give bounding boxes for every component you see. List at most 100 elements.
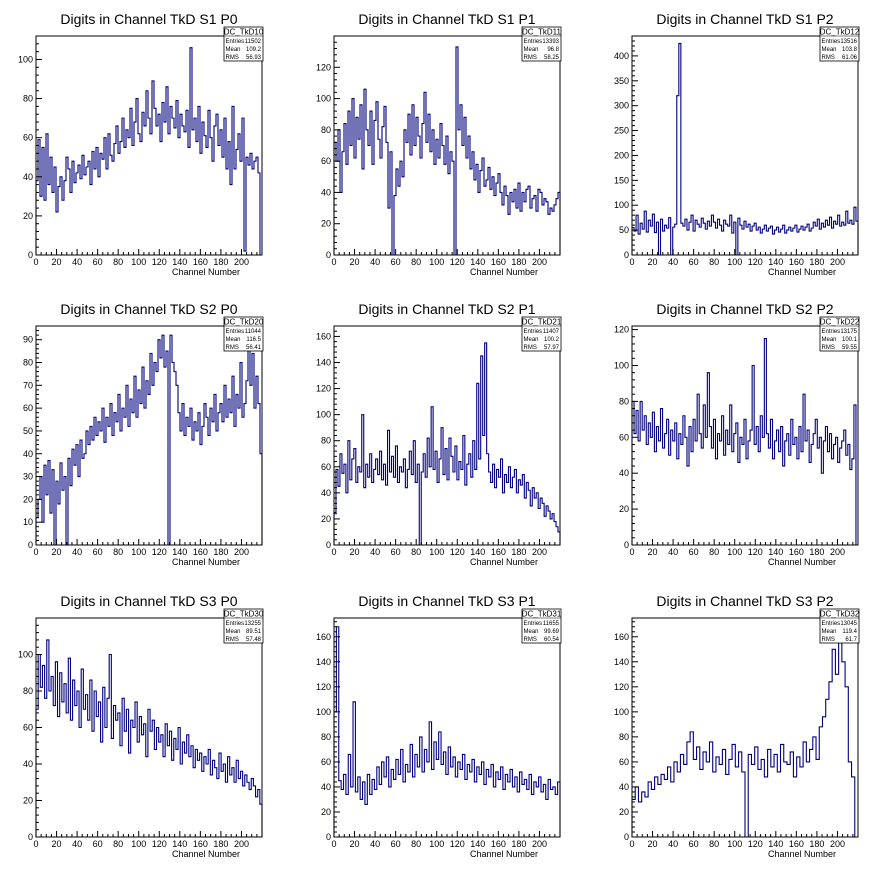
x-tick-label: 20 xyxy=(648,257,658,267)
stats-name: DC_TkD30 xyxy=(224,610,264,619)
y-tick-label: 140 xyxy=(614,657,629,667)
x-tick-label: 40 xyxy=(668,839,678,849)
stats-rms-value: 57.97 xyxy=(544,345,560,351)
x-tick-label: 40 xyxy=(370,547,380,557)
y-tick-label: 60 xyxy=(23,403,33,413)
x-tick-label: 100 xyxy=(131,547,146,557)
y-tick-label: 60 xyxy=(619,757,629,767)
stats-entries-label: Entries xyxy=(226,621,245,627)
stats-rms-value: 58.25 xyxy=(544,55,560,61)
y-tick-label: 160 xyxy=(614,632,629,642)
y-tick-label: 60 xyxy=(23,723,33,733)
x-tick-label: 120 xyxy=(748,547,763,557)
y-tick-label: 120 xyxy=(614,325,629,335)
y-tick-label: 20 xyxy=(619,504,629,514)
stats-mean-label: Mean xyxy=(524,629,539,635)
x-tick-label: 0 xyxy=(331,257,336,267)
stats-rms-label: RMS xyxy=(226,345,239,351)
x-tick-label: 20 xyxy=(52,257,62,267)
x-tick-label: 80 xyxy=(709,547,719,557)
y-tick-label: 50 xyxy=(23,426,33,436)
y-tick-label: 80 xyxy=(23,358,33,368)
stats-entries-label: Entries xyxy=(524,329,543,335)
x-tick-label: 180 xyxy=(809,839,824,849)
x-tick-label: 140 xyxy=(172,257,187,267)
x-tick-label: 60 xyxy=(689,547,699,557)
y-tick-label: 80 xyxy=(23,94,33,104)
histogram-panel-5: Digits in Channel TkD S2 P1 0 20 40 60 80 100 1… xyxy=(316,301,562,567)
stats-entries-value: 11502 xyxy=(245,39,262,45)
x-tick-label: 120 xyxy=(748,839,763,849)
x-tick-label: 0 xyxy=(33,547,38,557)
x-tick-label: 200 xyxy=(234,839,249,849)
stats-mean-label: Mean xyxy=(822,629,837,635)
x-tick-label: 160 xyxy=(491,257,506,267)
stats-rms-label: RMS xyxy=(226,637,239,643)
y-tick-label: 250 xyxy=(614,126,629,136)
histogram-panel-3: Digits in Channel TkD S1 P2 0 20 40 60 80 100 1… xyxy=(614,11,860,277)
chart-title: Digits in Channel TkD S2 P2 xyxy=(656,301,833,317)
y-tick-label: 80 xyxy=(619,732,629,742)
y-tick-label: 100 xyxy=(614,360,629,370)
histogram-panel-8: Digits in Channel TkD S3 P1 0 20 40 60 80 100 1… xyxy=(316,593,562,859)
stats-entries-value: 13045 xyxy=(840,621,857,627)
histogram-line xyxy=(35,639,263,837)
stats-entries-label: Entries xyxy=(226,329,245,335)
x-tick-label: 20 xyxy=(350,547,360,557)
y-tick-label: 40 xyxy=(321,187,331,197)
y-tick-label: 40 xyxy=(23,172,33,182)
stats-mean-value: 99.69 xyxy=(544,629,560,635)
x-tick-label: 140 xyxy=(172,839,187,849)
y-tick-label: 0 xyxy=(624,250,629,260)
stats-entries-value: 13393 xyxy=(542,39,559,45)
x-tick-label: 0 xyxy=(33,257,38,267)
stats-entries-label: Entries xyxy=(822,329,841,335)
x-tick-label: 120 xyxy=(748,257,763,267)
x-tick-label: 40 xyxy=(72,839,82,849)
x-tick-label: 60 xyxy=(689,839,699,849)
x-tick-label: 100 xyxy=(429,839,444,849)
x-tick-label: 0 xyxy=(629,547,634,557)
y-tick-label: 100 xyxy=(18,650,33,660)
stats-box: DC_TkD31 Entries 11655 Mean 99.69 RMS 60.54 xyxy=(521,608,562,644)
stats-mean-value: 100.2 xyxy=(544,337,560,343)
y-tick-label: 80 xyxy=(321,732,331,742)
x-tick-label: 140 xyxy=(470,547,485,557)
histogram-panel-9: Digits in Channel TkD S3 P2 0 20 40 60 80 100 1… xyxy=(614,593,860,859)
x-tick-label: 200 xyxy=(532,839,547,849)
y-tick-label: 20 xyxy=(23,211,33,221)
stats-box-frame xyxy=(223,608,264,644)
stats-entries-label: Entries xyxy=(822,621,841,627)
x-tick-label: 0 xyxy=(331,839,336,849)
y-tick-label: 300 xyxy=(614,101,629,111)
x-tick-label: 60 xyxy=(391,547,401,557)
x-tick-label: 160 xyxy=(789,257,804,267)
stats-name: DC_TkD10 xyxy=(224,28,264,37)
stats-rms-label: RMS xyxy=(226,55,239,61)
stats-mean-value: 109.2 xyxy=(246,47,262,53)
stats-name: DC_TkD20 xyxy=(224,318,264,327)
y-tick-label: 350 xyxy=(614,76,629,86)
stats-mean-label: Mean xyxy=(822,47,837,53)
y-tick-label: 100 xyxy=(614,200,629,210)
x-tick-label: 100 xyxy=(727,839,742,849)
x-tick-label: 180 xyxy=(213,547,228,557)
y-tick-label: 20 xyxy=(321,807,331,817)
x-tick-label: 160 xyxy=(193,547,208,557)
x-tick-label: 80 xyxy=(709,257,719,267)
x-tick-label: 80 xyxy=(411,839,421,849)
x-tick-label: 100 xyxy=(727,257,742,267)
x-tick-label: 40 xyxy=(668,257,678,267)
stats-box: DC_TkD10 Entries 11502 Mean 109.2 RMS 56.93 xyxy=(223,26,264,62)
stats-mean-value: 119.4 xyxy=(842,629,857,635)
x-tick-label: 120 xyxy=(152,547,167,557)
y-tick-label: 100 xyxy=(18,54,33,64)
chart-title: Digits in Channel TkD S1 P0 xyxy=(60,11,237,27)
x-tick-label: 160 xyxy=(789,547,804,557)
stats-mean-label: Mean xyxy=(226,629,241,635)
y-tick-label: 80 xyxy=(321,125,331,135)
y-tick-label: 0 xyxy=(326,540,331,550)
y-tick-label: 400 xyxy=(614,51,629,61)
histogram-line xyxy=(35,334,263,546)
stats-box-frame xyxy=(819,608,860,644)
